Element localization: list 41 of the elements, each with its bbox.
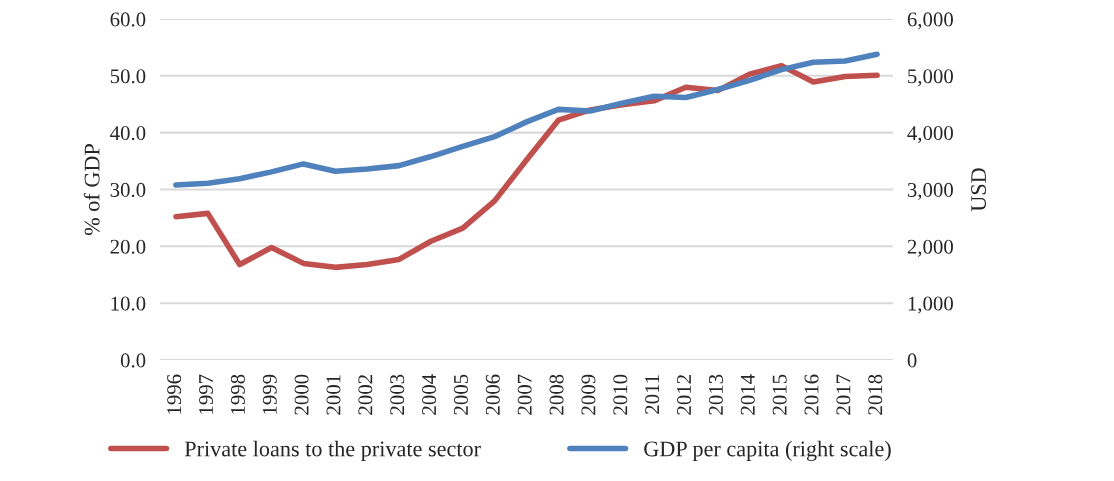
x-tick-label: 2010 <box>613 374 628 415</box>
y2-tick-label: 2,000 <box>907 239 953 257</box>
y-tick-label: 60.0 <box>110 12 146 27</box>
y2-tick-label: 0 <box>907 353 917 368</box>
legend-label: Private loans to the private sector <box>184 440 481 461</box>
x-tick-label: 2006 <box>485 374 500 415</box>
y-tick-label: 0.0 <box>120 353 146 368</box>
x-tick-label: 2007 <box>517 374 532 415</box>
x-tick-label: 2009 <box>581 374 596 415</box>
x-tick-label: 2005 <box>453 374 468 415</box>
x-tick-label: 2013 <box>708 374 723 415</box>
x-tick-label: 2012 <box>677 375 692 415</box>
y-axis-title: % of GDP <box>83 144 100 236</box>
y2-tick-label: 3,000 <box>907 182 953 200</box>
y-tick-label: 40.0 <box>110 126 146 141</box>
y2-tick-label: 6,000 <box>907 12 953 30</box>
x-tick-label: 2002 <box>358 375 373 415</box>
y-tick-label: 10.0 <box>111 296 146 311</box>
x-tick-label: 2018 <box>868 374 883 415</box>
y-tick-label: 20.0 <box>110 239 146 254</box>
x-tick-label: 1996 <box>167 374 182 414</box>
y-tick-label: 50.0 <box>110 69 146 84</box>
x-tick-label: 1999 <box>262 374 277 414</box>
legend-label: GDP per capita (right scale) <box>644 440 891 461</box>
y2-tick-label: 1,000 <box>908 296 953 314</box>
x-tick-label: 2001 <box>326 375 341 415</box>
y2-tick-label: 5,000 <box>908 69 953 87</box>
x-tick-label: 2014 <box>740 374 755 415</box>
x-tick-label: 2011 <box>645 375 660 414</box>
x-tick-label: 2008 <box>549 374 564 415</box>
y2-axis-title: USD <box>971 168 987 212</box>
x-tick-label: 2000 <box>294 374 309 415</box>
x-tick-label: 1998 <box>230 374 245 414</box>
x-tick-label: 2017 <box>836 374 851 415</box>
x-tick-label: 2015 <box>772 374 787 415</box>
y-tick-label: 30.0 <box>110 182 146 198</box>
y2-tick-label: 4,000 <box>907 126 953 144</box>
x-tick-label: 2016 <box>804 374 819 415</box>
x-tick-label: 1997 <box>199 374 214 414</box>
x-tick-label: 2003 <box>390 374 405 415</box>
x-tick-label: 2004 <box>422 374 437 415</box>
